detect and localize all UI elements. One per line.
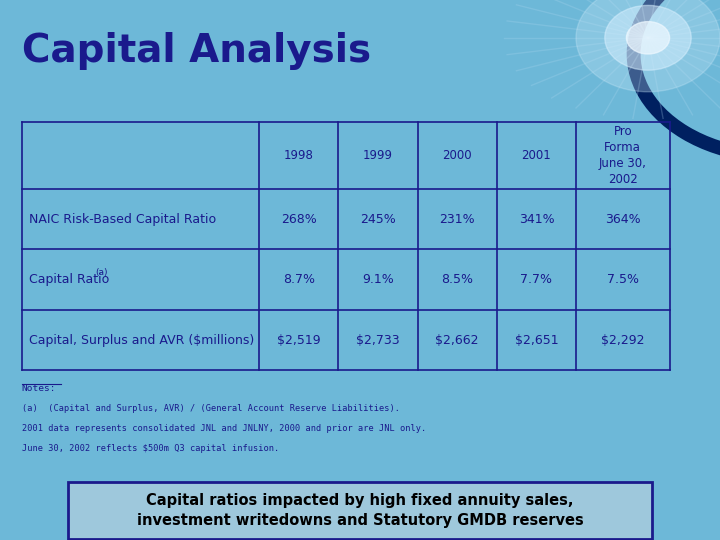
Text: (a): (a) bbox=[95, 268, 107, 277]
Text: 8.7%: 8.7% bbox=[283, 273, 315, 286]
Text: 364%: 364% bbox=[605, 213, 641, 226]
Text: Capital, Surplus and AVR ($millions): Capital, Surplus and AVR ($millions) bbox=[29, 334, 254, 347]
Text: 1998: 1998 bbox=[284, 148, 314, 162]
Text: 7.5%: 7.5% bbox=[607, 273, 639, 286]
Circle shape bbox=[576, 0, 720, 92]
Text: (a)  (Capital and Surplus, AVR) / (General Account Reserve Liabilities).: (a) (Capital and Surplus, AVR) / (Genera… bbox=[22, 404, 400, 413]
Text: $2,651: $2,651 bbox=[515, 334, 558, 347]
Text: Notes:: Notes: bbox=[22, 384, 56, 393]
Text: $2,662: $2,662 bbox=[436, 334, 479, 347]
Circle shape bbox=[605, 5, 691, 70]
Text: 7.7%: 7.7% bbox=[521, 273, 552, 286]
Text: $2,519: $2,519 bbox=[277, 334, 320, 347]
Text: Capital Analysis: Capital Analysis bbox=[22, 32, 371, 70]
Text: 9.1%: 9.1% bbox=[362, 273, 394, 286]
Text: 8.5%: 8.5% bbox=[441, 273, 473, 286]
Text: $2,292: $2,292 bbox=[601, 334, 644, 347]
Text: NAIC Risk-Based Capital Ratio: NAIC Risk-Based Capital Ratio bbox=[29, 213, 216, 226]
Text: Capital ratios impacted by high fixed annuity sales,
investment writedowns and S: Capital ratios impacted by high fixed an… bbox=[137, 493, 583, 528]
Circle shape bbox=[626, 22, 670, 54]
Text: 268%: 268% bbox=[281, 213, 317, 226]
Text: 341%: 341% bbox=[518, 213, 554, 226]
Text: 231%: 231% bbox=[439, 213, 475, 226]
Text: 2000: 2000 bbox=[442, 148, 472, 162]
Text: 2001: 2001 bbox=[521, 148, 552, 162]
Text: June 30, 2002 reflects $500m Q3 capital infusion.: June 30, 2002 reflects $500m Q3 capital … bbox=[22, 444, 279, 453]
Text: 1999: 1999 bbox=[363, 148, 393, 162]
Text: Capital Ratio: Capital Ratio bbox=[29, 273, 109, 286]
Text: Pro
Forma
June 30,
2002: Pro Forma June 30, 2002 bbox=[599, 125, 647, 186]
Text: 2001 data represents consolidated JNL and JNLNY, 2000 and prior are JNL only.: 2001 data represents consolidated JNL an… bbox=[22, 424, 426, 433]
Text: $2,733: $2,733 bbox=[356, 334, 400, 347]
Text: 245%: 245% bbox=[360, 213, 396, 226]
FancyBboxPatch shape bbox=[68, 482, 652, 539]
